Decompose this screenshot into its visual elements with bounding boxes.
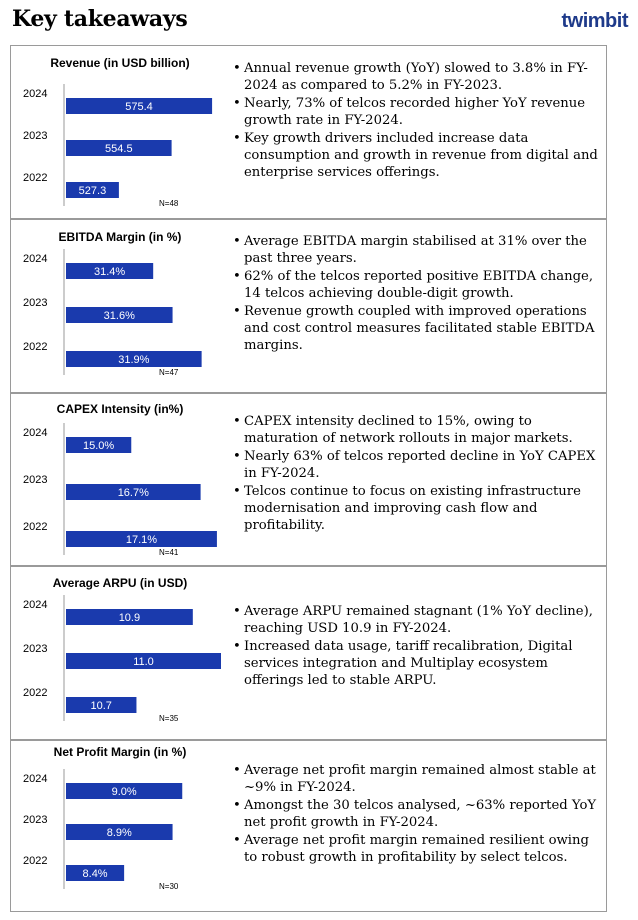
year-tick-label: 2022 bbox=[23, 341, 47, 353]
year-tick-label: 2023 bbox=[23, 474, 47, 486]
year-tick-label: 2022 bbox=[23, 521, 47, 533]
bar-2024 bbox=[66, 263, 154, 279]
year-tick-label: 2022 bbox=[23, 687, 47, 699]
bar-value-label: 31.9% bbox=[118, 354, 149, 366]
bar-2022 bbox=[66, 351, 202, 367]
bar-2024 bbox=[66, 783, 183, 799]
revenue-chart-svg: 2024 575.4 2023 554.5 2022 527.3 N=48 bbox=[23, 84, 213, 208]
arpu-bullets: Average ARPU remained stagnant (1% YoY d… bbox=[233, 603, 600, 690]
year-tick-label: 2024 bbox=[23, 88, 47, 100]
capex-chart-svg: 2024 15.0% 2023 16.7% 2022 17.1%N=41 bbox=[23, 423, 217, 557]
bar-2022 bbox=[66, 697, 137, 713]
year-tick-label: 2024 bbox=[23, 253, 47, 265]
ebitda-chart-svg: 2024 31.4% 2023 31.6% 2022 31.9% N=47 bbox=[23, 249, 202, 377]
arpu-panel: Average ARPU (in USD) 2024 10.9 2023 11.0 20… bbox=[10, 566, 607, 740]
bar-2023 bbox=[66, 307, 173, 323]
year-tick-label: 2024 bbox=[23, 773, 47, 785]
year-tick-label: 2022 bbox=[23, 855, 47, 867]
bar-value-label: 575.4 bbox=[125, 101, 153, 113]
revenue-bullets: Annual revenue growth (YoY) slowed to 3.… bbox=[233, 60, 600, 182]
bar-2023 bbox=[66, 484, 201, 500]
bullet: Nearly, 73% of telcos recorded higher Yo… bbox=[233, 95, 600, 129]
ebitda-panel: EBITDA Margin (in %) 2024 31.4% 2023 31.6% 2… bbox=[10, 219, 607, 393]
sample-size-note: N=47 bbox=[159, 368, 179, 377]
bar-value-label: 31.6% bbox=[104, 310, 135, 322]
year-tick-label: 2023 bbox=[23, 814, 47, 826]
arpu-chart: Average ARPU (in USD) 2024 10.9 2023 11.0 20… bbox=[11, 567, 229, 739]
bullet: Annual revenue growth (YoY) slowed to 3.… bbox=[233, 60, 600, 94]
bar-value-label: 8.9% bbox=[107, 827, 132, 839]
bullet: 62% of the telcos reported positive EBIT… bbox=[233, 268, 600, 302]
twimbit-logo: twimbit bbox=[561, 10, 629, 32]
bar-2022 bbox=[66, 531, 217, 547]
year-tick-label: 2023 bbox=[23, 297, 47, 309]
net-profit-panel: Net Profit Margin (in %) 2024 9.0% 2023 8.9… bbox=[10, 740, 607, 912]
bullet: Key growth drivers included increase dat… bbox=[233, 130, 600, 181]
sample-size-note: N=48 bbox=[159, 199, 179, 208]
bar-value-label: 9.0% bbox=[112, 786, 137, 798]
chart-title: Revenue (in USD billion) bbox=[50, 56, 190, 70]
bullet: Nearly 63% of telcos reported decline in… bbox=[233, 448, 600, 482]
bar-2023 bbox=[66, 140, 172, 156]
arpu-chart-svg: 2024 10.9 2023 11.0 2022 10.7 N=35 bbox=[23, 595, 221, 723]
chart-title: Average ARPU (in USD) bbox=[52, 576, 188, 590]
bar-2024 bbox=[66, 437, 132, 453]
bar-value-label: 8.4% bbox=[83, 868, 108, 880]
bullet: Increased data usage, tariff recalibrati… bbox=[233, 638, 600, 689]
bar-2023 bbox=[66, 824, 173, 840]
bar-value-label: 10.7 bbox=[91, 700, 112, 712]
bar-2022 bbox=[66, 865, 125, 881]
ebitda-bullets: Average EBITDA margin stabilised at 31% … bbox=[233, 233, 600, 355]
bar-2024 bbox=[66, 609, 193, 625]
net-profit-chart: Net Profit Margin (in %) 2024 9.0% 2023 8.9… bbox=[11, 741, 229, 911]
year-tick-label: 2023 bbox=[23, 130, 47, 142]
chart-title: CAPEX Intensity (in%) bbox=[56, 402, 184, 416]
bar-value-label: 31.4% bbox=[94, 266, 125, 278]
bar-2024 bbox=[66, 98, 213, 114]
year-tick-label: 2024 bbox=[23, 427, 47, 439]
bullet: Telcos continue to focus on existing inf… bbox=[233, 483, 600, 534]
page-title: Key takeaways bbox=[12, 6, 188, 32]
sample-size-note: N=35 bbox=[159, 714, 179, 723]
bar-value-label: 16.7% bbox=[118, 487, 149, 499]
capex-panel: CAPEX Intensity (in%) 2024 15.0% 2023 16.7%… bbox=[10, 393, 607, 566]
bar-2023 bbox=[66, 653, 221, 669]
bar-value-label: 15.0% bbox=[83, 440, 114, 452]
year-tick-label: 2023 bbox=[23, 643, 47, 655]
bullet: Average EBITDA margin stabilised at 31% … bbox=[233, 233, 600, 267]
bullet: Average net profit margin remained almos… bbox=[233, 762, 600, 796]
bullet: Average ARPU remained stagnant (1% YoY d… bbox=[233, 603, 600, 637]
capex-bullets: CAPEX intensity declined to 15%, owing t… bbox=[233, 413, 600, 535]
bullet: Revenue growth coupled with improved ope… bbox=[233, 303, 600, 354]
net-profit-chart-svg: 2024 9.0% 2023 8.9% 2022 8.4% N=30 bbox=[23, 769, 183, 891]
bar-value-label: 10.9 bbox=[119, 612, 140, 624]
sample-size-note: N=41 bbox=[159, 548, 179, 557]
bar-value-label: 527.3 bbox=[79, 185, 107, 197]
ebitda-chart: EBITDA Margin (in %) 2024 31.4% 2023 31.6% 2… bbox=[11, 220, 229, 392]
bar-2022 bbox=[66, 182, 119, 198]
revenue-chart: Revenue (in USD billion) 2024 575.4 2023 55… bbox=[11, 46, 229, 218]
chart-title: EBITDA Margin (in %) bbox=[58, 230, 182, 244]
bullet: Average net profit margin remained resil… bbox=[233, 832, 600, 866]
revenue-panel: Revenue (in USD billion) 2024 575.4 2023 55… bbox=[10, 45, 607, 219]
net-profit-bullets: Average net profit margin remained almos… bbox=[233, 762, 600, 867]
capex-chart: CAPEX Intensity (in%) 2024 15.0% 2023 16.7%… bbox=[11, 394, 229, 565]
bar-value-label: 17.1% bbox=[126, 534, 157, 546]
bullet: Amongst the 30 telcos analysed, ~63% rep… bbox=[233, 797, 600, 831]
sample-size-note: N=30 bbox=[159, 882, 179, 891]
year-tick-label: 2024 bbox=[23, 599, 47, 611]
bar-value-label: 11.0 bbox=[133, 656, 154, 668]
year-tick-label: 2022 bbox=[23, 172, 47, 184]
bullet: CAPEX intensity declined to 15%, owing t… bbox=[233, 413, 600, 447]
chart-title: Net Profit Margin (in %) bbox=[53, 745, 187, 759]
bar-value-label: 554.5 bbox=[105, 143, 133, 155]
